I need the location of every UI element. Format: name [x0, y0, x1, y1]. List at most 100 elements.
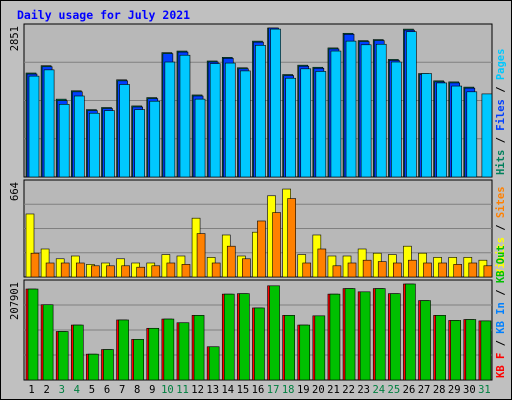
bar-kbout-25	[390, 293, 401, 381]
x-tick-label-5: 5	[89, 384, 95, 396]
bar-pages-29	[451, 85, 463, 178]
bar-sites-18	[287, 198, 296, 278]
x-tick-label-23: 23	[357, 384, 370, 396]
x-tick-label-18: 18	[282, 384, 295, 396]
x-tick-label-16: 16	[252, 384, 265, 396]
bar-sites-17	[272, 212, 281, 278]
x-tick-label-8: 8	[134, 384, 140, 396]
bar-pages-19	[300, 68, 312, 178]
bar-kbout-17	[269, 285, 280, 381]
bar-sites-7	[121, 265, 130, 278]
x-tick-label-15: 15	[237, 384, 250, 396]
bar-pages-12	[194, 98, 206, 178]
panel-2-max-label: 664	[9, 182, 21, 201]
bar-kbout-24	[374, 288, 386, 381]
legend-entry: KB Out	[495, 245, 507, 283]
bar-pages-11	[179, 54, 191, 178]
legend-entry: /	[495, 131, 507, 150]
bar-pages-16	[255, 44, 266, 178]
bar-pages-17	[270, 28, 281, 178]
bar-kbout-7	[118, 319, 129, 381]
bar-pages-5	[89, 112, 100, 178]
bar-sites-12	[196, 233, 206, 278]
legend-entry: KB F	[495, 353, 507, 378]
bar-pages-15	[240, 70, 251, 178]
legend-entry: Hits	[495, 150, 507, 175]
x-tick-label-2: 2	[43, 384, 49, 396]
x-tick-label-24: 24	[372, 384, 385, 396]
panel-3-max-label: 207901	[9, 282, 21, 320]
bar-pages-2	[43, 69, 55, 178]
bar-kbout-3	[57, 331, 69, 381]
bar-pages-13	[209, 63, 221, 178]
bar-sites-15	[242, 258, 251, 278]
legend-entry: /	[495, 218, 507, 237]
x-tick-label-13: 13	[206, 384, 219, 396]
bar-kbout-6	[103, 349, 114, 381]
bar-kbout-28	[435, 315, 446, 381]
bar-pages-20	[315, 71, 327, 178]
bar-sites-28	[438, 262, 447, 278]
bar-pages-18	[285, 77, 296, 178]
bar-kbout-26	[405, 283, 416, 381]
x-tick-label-20: 20	[312, 384, 325, 396]
bar-sites-5	[91, 265, 100, 278]
x-tick-label-25: 25	[388, 384, 401, 396]
bar-kbout-19	[299, 324, 311, 381]
panel-3-legend: KB F / KB In / KB Out	[495, 245, 507, 378]
bar-pages-31	[481, 93, 493, 178]
bar-kbout-22	[344, 288, 356, 381]
x-tick-label-21: 21	[327, 384, 340, 396]
bar-sites-16	[257, 220, 266, 278]
bar-kbout-1	[27, 288, 39, 381]
x-tick-label-31: 31	[478, 384, 491, 396]
bar-kbout-13	[208, 346, 220, 381]
bar-kbout-27	[420, 300, 431, 381]
x-tick-label-26: 26	[403, 384, 416, 396]
x-tick-label-9: 9	[149, 384, 155, 396]
bar-pages-27	[421, 73, 432, 178]
x-tick-label-1: 1	[28, 384, 34, 396]
legend-entry: Files	[495, 99, 507, 131]
bar-pages-21	[330, 50, 342, 178]
bar-sites-23	[362, 259, 372, 278]
x-tick-label-12: 12	[191, 384, 204, 396]
bar-sites-8	[136, 266, 145, 278]
bar-pages-25	[391, 61, 402, 178]
bar-kbout-31	[480, 320, 492, 381]
bar-pages-24	[375, 43, 387, 178]
bar-sites-26	[408, 259, 417, 278]
x-tick-label-6: 6	[104, 384, 110, 396]
bar-sites-13	[211, 262, 221, 278]
bar-pages-28	[436, 82, 447, 178]
bar-pages-14	[224, 62, 236, 178]
legend-entry: /	[495, 80, 507, 99]
bar-kbout-11	[178, 322, 190, 381]
bar-sites-10	[166, 262, 176, 278]
legend-entry: Sites	[495, 186, 507, 218]
bar-visits-1	[25, 213, 35, 278]
bar-sites-19	[302, 262, 312, 278]
bar-pages-23	[360, 44, 372, 178]
bar-sites-29	[453, 264, 463, 278]
panel-1-legend: Hits / Files / Pages	[495, 49, 507, 175]
bar-kbout-4	[72, 324, 84, 381]
legend-entry: /	[495, 283, 507, 302]
bar-sites-4	[75, 262, 85, 278]
panel-1-max-label: 2851	[9, 26, 21, 51]
bar-pages-6	[104, 110, 115, 178]
x-tick-label-7: 7	[119, 384, 125, 396]
bar-sites-2	[45, 262, 55, 278]
bar-sites-11	[181, 264, 191, 278]
bar-sites-30	[468, 262, 478, 278]
bar-pages-22	[345, 40, 357, 178]
bar-kbout-2	[42, 304, 54, 381]
x-tick-label-10: 10	[161, 384, 174, 396]
bar-kbout-15	[239, 293, 250, 381]
x-tick-label-30: 30	[463, 384, 476, 396]
bar-pages-8	[134, 109, 145, 178]
bar-sites-20	[317, 248, 327, 278]
bar-pages-7	[119, 84, 130, 178]
legend-entry: /	[495, 334, 507, 353]
